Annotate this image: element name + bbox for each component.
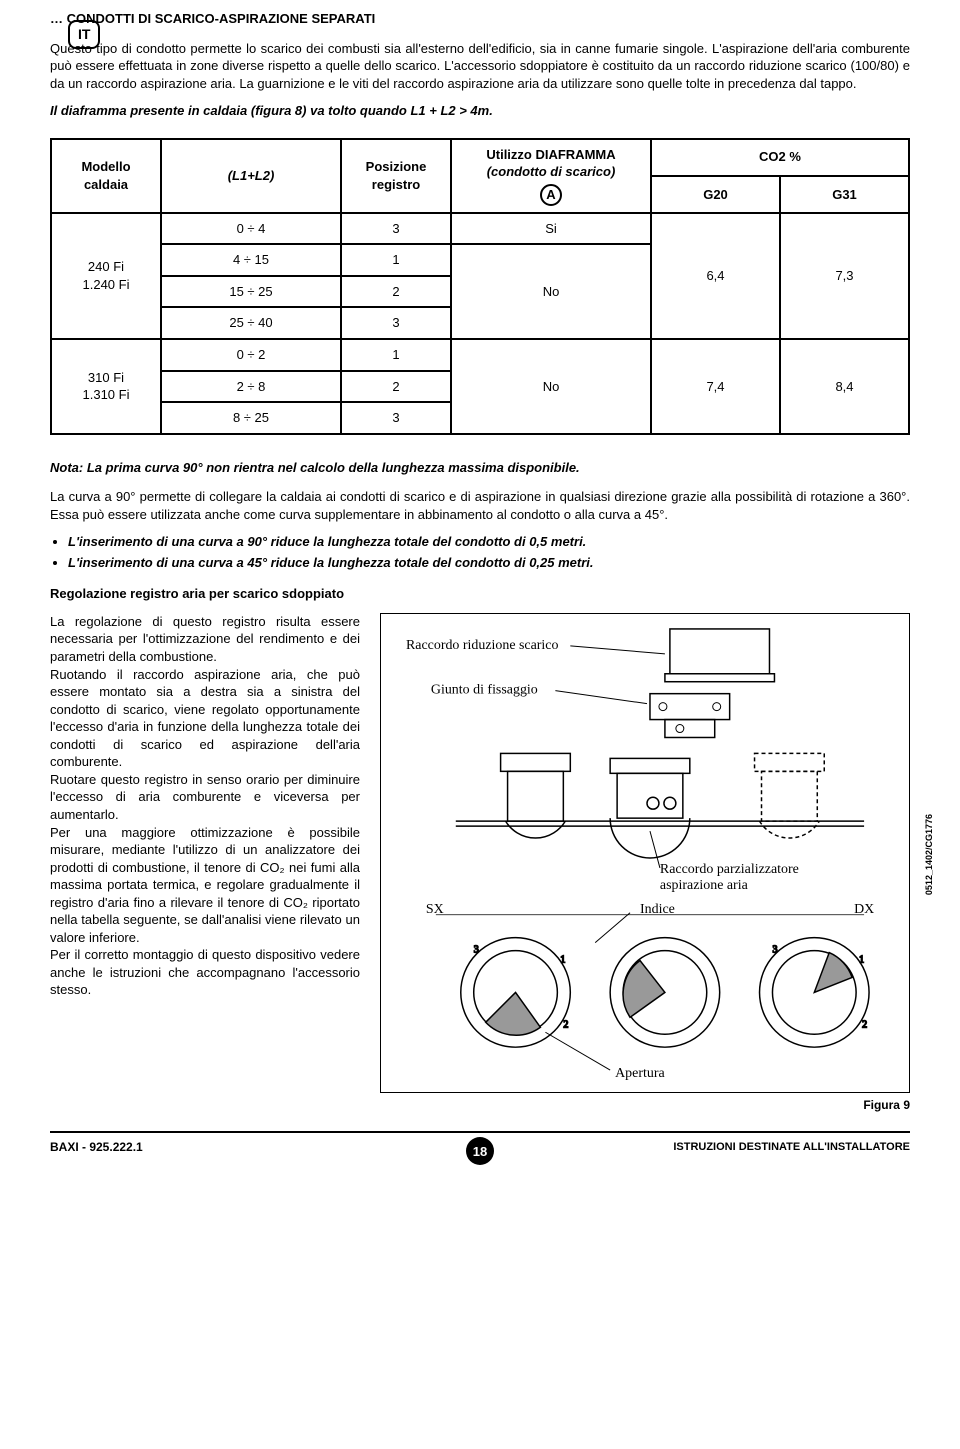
cell-l: 15 ÷ 25 <box>161 276 341 308</box>
cell-l: 4 ÷ 15 <box>161 244 341 276</box>
cell-diaf: No <box>451 244 651 339</box>
note-1: Nota: La prima curva 90° non rientra nel… <box>50 459 910 477</box>
th-pos: Posizione registro <box>341 139 451 213</box>
cell-g31-2: 8,4 <box>780 339 909 434</box>
cell-pos: 3 <box>341 213 451 245</box>
footer-right: ISTRUZIONI DESTINATE ALL'INSTALLATORE <box>673 1140 910 1155</box>
section-title: … CONDOTTI DI SCARICO-ASPIRAZIONE SEPARA… <box>50 10 910 28</box>
footer: BAXI - 925.222.1 18 ISTRUZIONI DESTINATE… <box>50 1131 910 1155</box>
th-l: (L1+L2) <box>161 139 341 213</box>
cell-model-2: 310 Fi 1.310 Fi <box>51 339 161 434</box>
cell-g20-1: 6,4 <box>651 213 780 339</box>
page-number: 18 <box>466 1137 494 1165</box>
cell-pos: 1 <box>341 339 451 371</box>
cell-model-1: 240 Fi 1.240 Fi <box>51 213 161 339</box>
cell-l: 8 ÷ 25 <box>161 402 341 434</box>
svg-text:2: 2 <box>862 1019 867 1030</box>
cell-l: 0 ÷ 2 <box>161 339 341 371</box>
th-diaf: Utilizzo DIAFRAMMA (condotto di scarico)… <box>451 139 651 213</box>
paragraph-3: La curva a 90° permette di collegare la … <box>50 488 910 523</box>
label-raccordo-riduzione: Raccordo riduzione scarico <box>406 638 558 653</box>
svg-text:1: 1 <box>859 954 864 965</box>
th-diaf-sub: (condotto di scarico) <box>460 163 642 181</box>
bullet-item: L'inserimento di una curva a 90° riduce … <box>68 533 910 551</box>
figure-9: 0512_1402/CG1776 Raccordo riduzione scar… <box>380 613 910 1093</box>
cell-pos: 2 <box>341 371 451 403</box>
th-diaf-title: Utilizzo DIAFRAMMA <box>460 146 642 164</box>
svg-text:3: 3 <box>772 945 777 956</box>
figure-code: 0512_1402/CG1776 <box>923 814 935 895</box>
cell-l: 2 ÷ 8 <box>161 371 341 403</box>
paragraph-2: Il diaframma presente in caldaia (figura… <box>50 102 910 120</box>
language-badge: IT <box>68 20 100 49</box>
cell-diaf: Si <box>451 213 651 245</box>
cell-l: 25 ÷ 40 <box>161 307 341 339</box>
paragraph-4: La regolazione di questo registro risult… <box>50 613 360 999</box>
figure-svg: Raccordo riduzione scarico Giunto di fis… <box>381 614 909 1092</box>
th-model: Modello caldaia <box>51 139 161 213</box>
cell-pos: 3 <box>341 307 451 339</box>
th-diaf-symbol: A <box>540 184 562 206</box>
cell-diaf: No <box>451 339 651 434</box>
cell-l: 0 ÷ 4 <box>161 213 341 245</box>
footer-left: BAXI - 925.222.1 <box>50 1139 143 1155</box>
subheading: Regolazione registro aria per scarico sd… <box>50 585 910 603</box>
figure-caption: Figura 9 <box>380 1097 910 1113</box>
cell-pos: 1 <box>341 244 451 276</box>
th-co2: CO2 % <box>651 139 909 176</box>
cell-g20-2: 7,4 <box>651 339 780 434</box>
paragraph-1: Questo tipo di condotto permette lo scar… <box>50 40 910 93</box>
th-g20: G20 <box>651 176 780 213</box>
cell-pos: 2 <box>341 276 451 308</box>
svg-text:2: 2 <box>563 1019 568 1030</box>
svg-text:1: 1 <box>560 954 565 965</box>
bullet-item: L'inserimento di una curva a 45° riduce … <box>68 554 910 572</box>
cell-g31-1: 7,3 <box>780 213 909 339</box>
bullet-list: L'inserimento di una curva a 90° riduce … <box>68 533 910 571</box>
diaframma-table: Modello caldaia (L1+L2) Posizione regist… <box>50 138 910 435</box>
cell-pos: 3 <box>341 402 451 434</box>
svg-text:3: 3 <box>474 945 479 956</box>
th-g31: G31 <box>780 176 909 213</box>
label-apertura: Apertura <box>615 1066 665 1081</box>
label-parzializzatore: Raccordo parzializzatore aspirazione ari… <box>660 862 802 893</box>
label-giunto: Giunto di fissaggio <box>431 683 538 698</box>
